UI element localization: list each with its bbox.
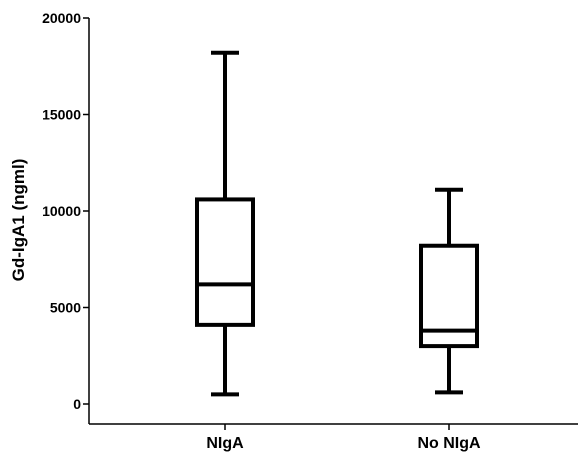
iqr-box — [195, 197, 255, 327]
x-category-label: No NIgA — [417, 435, 481, 452]
y-axis-title: Gd-IgA1 (ngml) — [9, 159, 28, 282]
y-tick-label: 0 — [73, 396, 81, 412]
axes — [83, 17, 578, 430]
x-category-label: NIgA — [206, 435, 244, 452]
box-group — [419, 187, 479, 395]
box-marks — [195, 50, 479, 397]
y-tick-label: 15000 — [42, 107, 81, 123]
axis-labels: 0 5000 10000 15000 20000 NIgA No NIgA — [42, 10, 481, 452]
y-tick-label: 10000 — [42, 203, 81, 219]
y-tick-label: 5000 — [50, 300, 81, 316]
box-group — [195, 50, 255, 397]
y-tick-label: 20000 — [42, 10, 81, 26]
